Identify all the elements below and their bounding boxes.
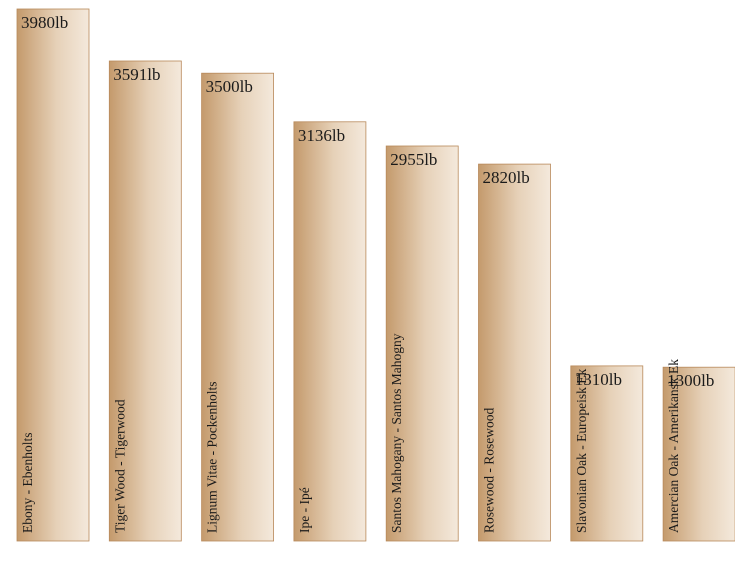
bar-2 xyxy=(108,60,182,542)
bar-category-label-2: Tiger Wood - Tigerwood xyxy=(112,399,127,533)
bar-value-label-7: 1310lb xyxy=(575,370,622,389)
bar-category-label-1: Ebony - Ebenholts xyxy=(20,433,35,534)
bar-category-label-5: Santos Mahogany - Santos Mahogny xyxy=(389,333,404,533)
bar-value-label-5: 2955lb xyxy=(390,150,437,169)
bar-value-label-4: 3136lb xyxy=(298,126,345,145)
bar-value-label-6: 2820lb xyxy=(483,168,530,187)
bar-category-label-6: Rosewood - Rosewood xyxy=(482,408,497,533)
bar-value-label-3: 3500lb xyxy=(206,77,253,96)
bar-5 xyxy=(385,145,459,542)
bar-category-label-3: Lignum Vitae - Pockenholts xyxy=(205,381,220,533)
bar-category-label-8: Amercian Oak - Amerikansk Ek xyxy=(666,359,681,533)
bar-8 xyxy=(662,366,735,542)
bar-6 xyxy=(478,163,551,542)
bar-4 xyxy=(293,121,367,542)
bar-1 xyxy=(16,8,90,542)
bars-group: 3980lb Ebony - Ebenholts 3591lb Tiger Wood … xyxy=(16,8,735,542)
bar-category-label-4: Ipe - Ipé xyxy=(297,487,312,533)
bar-value-label-1: 3980lb xyxy=(21,13,68,32)
bar-value-label-2: 3591lb xyxy=(113,65,160,84)
bar-7 xyxy=(570,365,644,542)
bar-3 xyxy=(201,72,275,542)
bar-category-label-7: Slavonian Oak - Europeisk Ek xyxy=(574,369,589,533)
bar-value-label-8: 1300lb xyxy=(667,371,714,390)
